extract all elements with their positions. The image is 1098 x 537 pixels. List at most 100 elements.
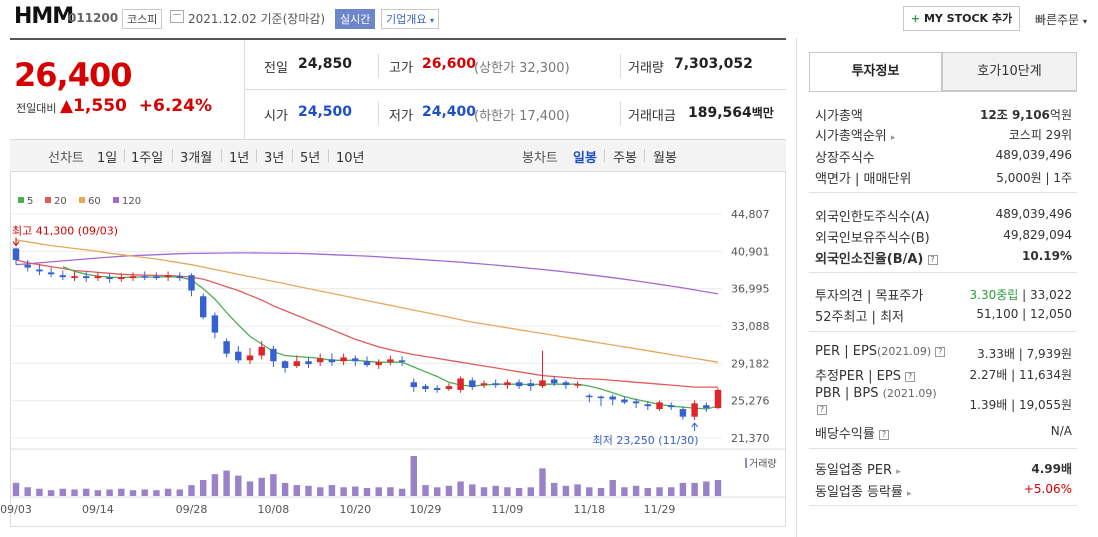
period-1d[interactable]: 1일 [97, 151, 118, 166]
par-label: 액면가 | 매매단위 [815, 172, 912, 187]
low-annotation: 최저 23,250 (11/30) [593, 434, 699, 447]
candle-body [703, 405, 710, 409]
tab-invest-info[interactable]: 투자정보 [809, 52, 942, 91]
week52-value: 51,100 | 12,050 [976, 307, 1072, 321]
period-bar [10, 139, 786, 172]
foreign-limit-value: 489,039,496 [995, 207, 1072, 221]
panel-divider [796, 38, 797, 537]
legend-swatch-120 [113, 197, 119, 203]
tab-hoga-10[interactable]: 호가10단계 [942, 52, 1077, 91]
volume-bar [36, 488, 43, 496]
add-mystock-button[interactable]: + MY STOCK 추가 [903, 6, 1020, 31]
candle-body [504, 382, 511, 386]
candle-body [457, 378, 464, 390]
candle-body [82, 276, 90, 279]
legend-swatch-60 [79, 197, 85, 203]
industry-change-label: 동일업종 등락률 [815, 485, 903, 500]
divider [221, 149, 222, 162]
high-value: 26,600 [422, 56, 477, 72]
est-per-value: 2.27배 | 11,634원 [969, 368, 1072, 382]
change-percent: +6.24% [138, 96, 213, 116]
volume-bar [621, 487, 628, 496]
x-tick-label: 09/03 [0, 503, 32, 516]
period-3y[interactable]: 3년 [264, 151, 285, 166]
volume-bar [246, 481, 254, 496]
period-5y[interactable]: 5년 [300, 151, 321, 166]
volume-bar [644, 488, 652, 496]
mktcap-label: 시가총액 [815, 109, 863, 124]
divider [809, 91, 1077, 92]
candle-body [714, 389, 722, 409]
pbr-label-text: PBR | BPS [815, 386, 879, 401]
divider [809, 272, 1077, 273]
change-label: 전일대비 [16, 102, 57, 115]
volume-bar [270, 474, 277, 496]
candle-body [94, 276, 102, 279]
candle-body [422, 386, 429, 389]
candle-body [47, 272, 55, 275]
quick-order-dropdown[interactable]: 빠른주문 ▾ [1035, 11, 1087, 28]
y-tick-label: 33,088 [731, 320, 770, 333]
industry-per-link[interactable]: 동일업종 PER ▸ [815, 459, 901, 478]
volume-bar [164, 488, 172, 496]
low-value: 24,400 [422, 104, 477, 120]
candle-body [36, 269, 43, 272]
volume-bar [118, 488, 125, 496]
volume-bar [129, 490, 137, 496]
industry-change-link[interactable]: 동일업종 등락률 ▸ [815, 481, 912, 500]
volume-bar [691, 482, 698, 496]
help-icon[interactable]: ? [817, 405, 827, 415]
candle-body [387, 359, 394, 363]
period-1w[interactable]: 1주일 [131, 151, 164, 166]
shares-label: 상장주식수 [815, 151, 875, 166]
help-icon[interactable]: ? [878, 429, 889, 440]
divider [620, 101, 621, 125]
y-tick-label: 40,901 [731, 245, 770, 258]
candle-weekly[interactable]: 주봉 [613, 151, 637, 166]
amount-number: 189,564 [688, 105, 752, 121]
help-icon[interactable]: ? [927, 254, 938, 265]
candle-monthly[interactable]: 월봉 [653, 151, 677, 166]
volume-bar [410, 456, 418, 496]
chevron-right-icon: ▸ [890, 133, 896, 143]
candle-body [632, 401, 640, 404]
amount-label: 거래대금 [628, 109, 676, 124]
candle-body [492, 383, 499, 386]
stock-chart[interactable]: 5 20 60 120 44,807 40,901 36,995 33,088 29,182 25… [0, 0, 796, 537]
stock-name: HMM [14, 4, 74, 29]
candle-body [480, 383, 488, 386]
volume-bar [188, 485, 195, 496]
volume-bar [153, 490, 160, 496]
candle-body [153, 276, 160, 279]
realtime-button[interactable]: 실시간 [335, 9, 376, 29]
candle-body [469, 380, 476, 388]
legend-label-120: 120 [122, 196, 141, 207]
volume-bar [211, 474, 219, 496]
candle-body [305, 361, 312, 365]
candle-body [621, 399, 628, 403]
candle-body [258, 346, 265, 356]
candle-chart-label: 봉차트 [522, 151, 558, 166]
change-amount: 1,550 [73, 96, 127, 116]
candle-daily[interactable]: 일봉 [573, 151, 597, 166]
candle-body [445, 386, 453, 389]
volume-bar [328, 485, 336, 496]
divider [604, 149, 605, 162]
volume-bar [433, 487, 441, 496]
period-10y[interactable]: 10년 [336, 151, 365, 166]
y-tick-label: 21,370 [731, 432, 770, 445]
divider [256, 149, 257, 162]
help-icon[interactable]: ? [905, 371, 916, 382]
up-arrow-icon: ▲ [60, 96, 74, 116]
period-3m[interactable]: 3개월 [180, 151, 213, 166]
period-1y[interactable]: 1년 [229, 151, 250, 166]
volume-bar [235, 475, 242, 496]
candle-body [293, 361, 301, 367]
candle-body [118, 277, 125, 280]
company-overview-dropdown[interactable]: 기업개요 ▾ [381, 9, 439, 29]
help-icon[interactable]: ? [935, 346, 946, 357]
candle-body [679, 409, 687, 417]
mktcap-rank-link[interactable]: 시가총액순위 ▸ [815, 125, 895, 144]
divider [328, 149, 329, 162]
volume-bar [550, 482, 558, 496]
